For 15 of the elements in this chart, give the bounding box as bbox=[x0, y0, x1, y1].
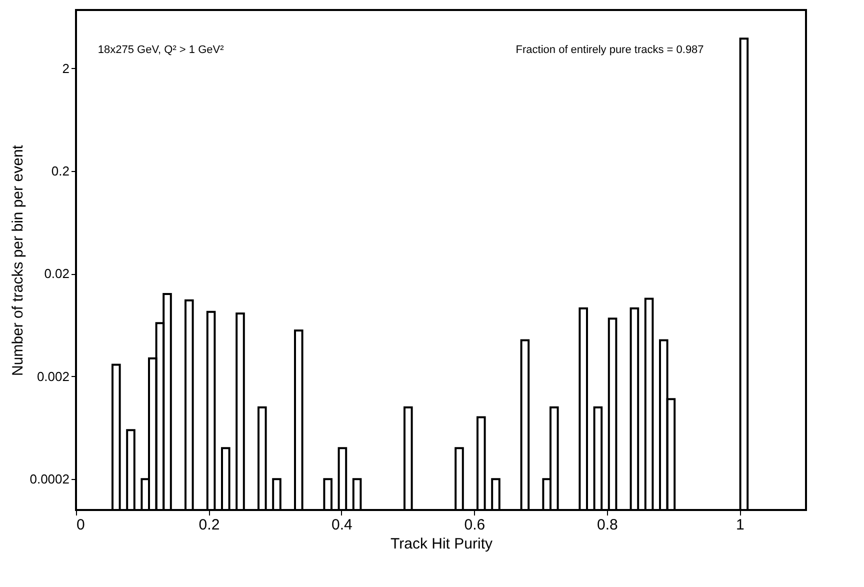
x-tick-label: 0.4 bbox=[332, 516, 352, 534]
y-tick-label: 0.02 bbox=[44, 266, 70, 282]
annotation: Fraction of entirely pure tracks = 0.987 bbox=[516, 44, 704, 56]
y-tick-label: 0.002 bbox=[36, 368, 70, 384]
x-tick-label: 0.6 bbox=[464, 516, 486, 534]
y-axis-title: Number of tracks per bin per event bbox=[10, 144, 27, 376]
y-tick-label: 0.0002 bbox=[30, 472, 70, 487]
x-tick-label: 0.2 bbox=[198, 516, 220, 534]
x-tick-label: 0.8 bbox=[596, 516, 618, 534]
annotation: 18x275 GeV, Q² > 1 GeV² bbox=[98, 44, 224, 56]
y-tick-label: 2 bbox=[62, 60, 70, 76]
x-axis-title: Track Hit Purity bbox=[390, 536, 493, 552]
x-tick-label: 0 bbox=[76, 516, 85, 534]
y-tick-label: 0.2 bbox=[51, 164, 70, 179]
x-tick-label: 1 bbox=[736, 516, 744, 534]
